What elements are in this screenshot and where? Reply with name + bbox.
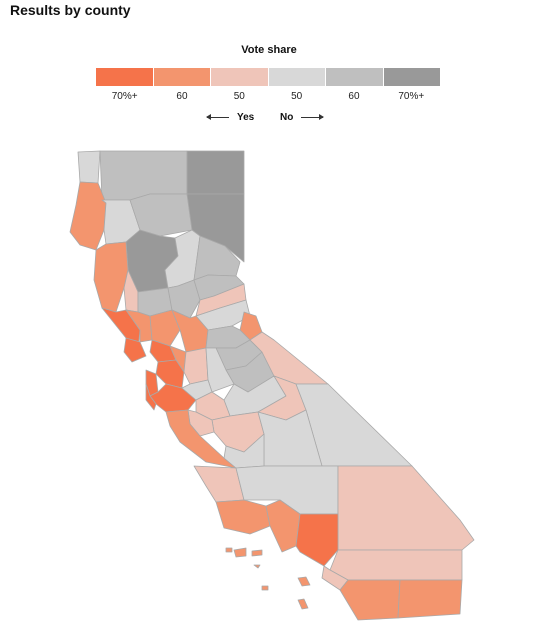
- county: [337, 465, 475, 551]
- california-county-map: [69, 150, 475, 621]
- legend-swatch-yes-70: [96, 68, 154, 86]
- county: [123, 337, 147, 363]
- arrow-right-icon: [301, 114, 325, 120]
- legend-swatch-no-50: [268, 68, 326, 86]
- map-title: Results by county: [10, 2, 131, 18]
- legend-label: 50: [291, 91, 303, 102]
- county: [77, 150, 101, 184]
- county: [215, 499, 271, 535]
- yes-label: Yes: [237, 112, 255, 123]
- legend-labels: 70%+ 60 50 50 60 70%+: [96, 91, 440, 102]
- island: [251, 549, 263, 557]
- county: [397, 579, 463, 619]
- county: [99, 150, 188, 201]
- legend-swatch-no-60: [326, 68, 384, 86]
- county: [183, 347, 209, 385]
- county: [329, 549, 463, 581]
- island: [297, 576, 311, 587]
- legend-label: 70%+: [398, 91, 425, 102]
- county: [186, 150, 245, 195]
- legend-title: Vote share: [241, 44, 297, 56]
- legend-color-scale: [96, 68, 440, 86]
- no-label: No: [280, 112, 294, 123]
- legend-swatch-yes-50: [211, 68, 269, 86]
- island: [297, 598, 309, 610]
- island: [261, 585, 269, 591]
- legend-label: 70%+: [111, 91, 138, 102]
- arrow-left-icon: [206, 114, 229, 120]
- legend-swatch-yes-60: [153, 68, 211, 86]
- island: [253, 564, 261, 569]
- county: [93, 241, 129, 313]
- county: [149, 309, 181, 347]
- island: [225, 547, 233, 553]
- county: [339, 579, 401, 621]
- island: [233, 547, 247, 558]
- county: [69, 181, 107, 251]
- county: [295, 513, 339, 567]
- county: [145, 383, 157, 411]
- legend-label: 50: [233, 91, 245, 102]
- legend-label: 60: [176, 91, 188, 102]
- no-direction-indicator: No: [280, 112, 325, 123]
- legend-swatch-no-70: [383, 68, 440, 86]
- yes-direction-indicator: Yes: [206, 112, 255, 123]
- legend-label: 60: [348, 91, 360, 102]
